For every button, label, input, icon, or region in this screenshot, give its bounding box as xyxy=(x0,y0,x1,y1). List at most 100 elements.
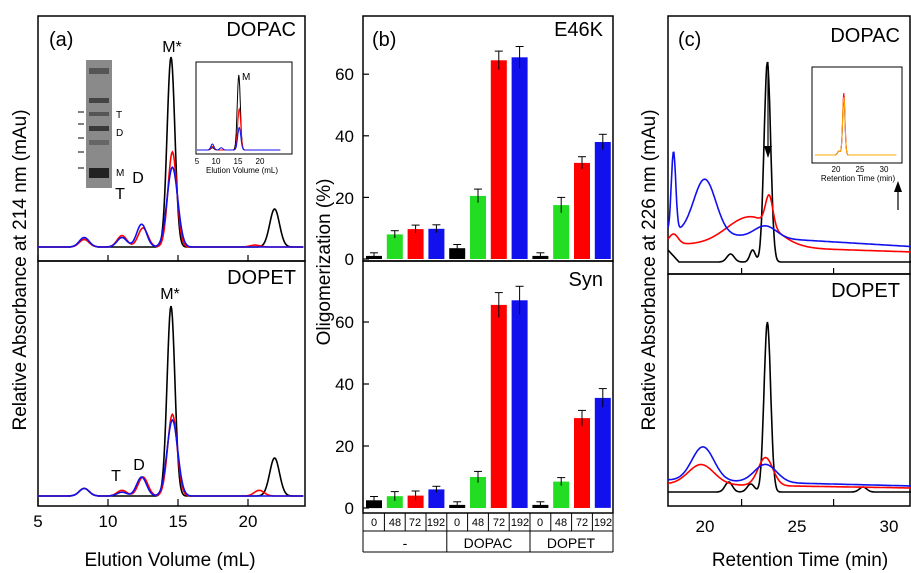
panel-a-x-ticks xyxy=(37,255,249,506)
panel-b-bottom-title: Syn xyxy=(569,269,603,291)
bar xyxy=(386,496,403,508)
inset-tick-label: 30 xyxy=(880,165,889,174)
category-label: 72 xyxy=(409,517,421,529)
category-label: 48 xyxy=(389,517,401,529)
bar xyxy=(574,418,590,508)
panel-a-x-tick-labels: 5 10 15 20 xyxy=(33,512,257,531)
panel-c: (c) DOPAC DOPET Relative Absorbance at 2… xyxy=(639,15,911,571)
trace-blue-dopac xyxy=(38,166,304,248)
panel-a-y-label: Relative Absorbance at 214 nm (mAu) xyxy=(10,109,31,430)
panel-a-tick-label: 20 xyxy=(239,512,258,531)
bar xyxy=(428,228,445,259)
trace-red-dopac xyxy=(38,150,304,248)
trace-black-dopet xyxy=(38,305,304,497)
panel-c-x-ticks xyxy=(740,268,835,506)
panel-a-bottom-frame xyxy=(37,260,306,507)
inset-x-label: Retention Time (min) xyxy=(821,174,896,183)
bar xyxy=(490,304,507,508)
panel-a-x-label: Elution Volume (mL) xyxy=(84,550,255,571)
panel-c-y-label: Relative Absorbance at 226 nm (mAu) xyxy=(639,109,660,430)
bar xyxy=(594,142,611,259)
bar xyxy=(511,300,528,508)
peak-label-d-bottom: D xyxy=(133,457,145,474)
inset-tick-label: 10 xyxy=(212,157,221,166)
category-label: 192 xyxy=(511,517,529,529)
panel-b-label: (b) xyxy=(372,29,396,51)
inset-trace xyxy=(815,96,897,156)
y-tick-label: 0 xyxy=(345,250,354,269)
inset-tick-label: 15 xyxy=(234,157,243,166)
panel-b-y-label: Oligomerization (%) xyxy=(314,179,335,346)
trace-blue-c-bot xyxy=(667,446,911,487)
panel-a: (a) DOPAC DOPET Relative Absorbance at 2… xyxy=(10,15,306,571)
category-label: 72 xyxy=(493,517,505,529)
bar xyxy=(574,162,590,259)
panel-c-bottom-frame xyxy=(667,273,911,507)
arrow-down xyxy=(764,62,772,158)
category-label: 192 xyxy=(427,517,445,529)
trace-red-c-bot xyxy=(667,456,911,489)
panel-b-top-bars xyxy=(366,46,611,259)
bar xyxy=(553,481,570,508)
panel-c-top-traces xyxy=(667,61,911,263)
y-tick-label: 60 xyxy=(335,65,354,84)
category-table xyxy=(362,513,614,553)
panel-c-label: (c) xyxy=(678,29,701,51)
category-labels: 0 48 72 192 0 48 72 192 0 48 72 192 xyxy=(371,517,612,529)
panel-b: (b) E46K Syn Oligomerization (%) 0 20 40… xyxy=(314,15,614,553)
panel-a-top-traces xyxy=(38,56,304,248)
y-tick-label: 40 xyxy=(335,375,354,394)
panel-a-tick-label: 5 xyxy=(33,512,42,531)
bar xyxy=(407,229,424,259)
category-label: 72 xyxy=(576,517,588,529)
panel-a-bottom-title: DOPET xyxy=(227,267,296,289)
peak-label-t-top: T xyxy=(115,186,125,203)
panel-b-bottom-y-ticks: 0 20 40 60 xyxy=(335,313,354,518)
trace-blue-c-top xyxy=(667,151,911,248)
peak-label-m-bottom: M* xyxy=(160,286,180,303)
bar xyxy=(386,234,403,259)
bar xyxy=(449,248,466,259)
y-tick-label: 40 xyxy=(335,127,354,146)
y-tick-label: 20 xyxy=(335,189,354,208)
panel-c-bottom-traces xyxy=(667,321,911,493)
group-label: DOPAC xyxy=(464,535,513,551)
panel-b-top-y-ticks: 0 20 40 60 xyxy=(335,65,354,269)
arrow-up xyxy=(894,181,902,210)
category-label: 0 xyxy=(371,517,377,529)
panel-b-top-title: E46K xyxy=(554,19,604,41)
bar xyxy=(407,495,424,508)
gel-label-m: M xyxy=(116,168,124,179)
panel-c-tick-label: 25 xyxy=(788,517,807,536)
panel-b-y-tick-marks xyxy=(363,73,369,509)
panel-a-tick-label: 15 xyxy=(169,512,188,531)
group-label: - xyxy=(403,535,408,551)
panel-c-x-tick-labels: 20 25 30 xyxy=(696,517,899,536)
category-label: 192 xyxy=(594,517,612,529)
gel-label-t: T xyxy=(116,110,122,121)
peak-label-d-top: D xyxy=(132,170,144,187)
group-label: DOPET xyxy=(547,535,596,551)
panel-a-inset xyxy=(195,61,293,155)
category-label: 48 xyxy=(472,517,484,529)
trace-red-c-top xyxy=(667,193,911,253)
panel-c-top-title: DOPAC xyxy=(830,25,900,47)
inset-tick-label: 20 xyxy=(832,165,841,174)
peak-label-t-bottom: T xyxy=(111,468,121,485)
inset-peak-label: M xyxy=(242,72,250,83)
panel-a-tick-label: 10 xyxy=(99,512,118,531)
inset-tick-label: 20 xyxy=(256,157,265,166)
y-tick-label: 60 xyxy=(335,313,354,332)
panel-c-bottom-title: DOPET xyxy=(831,280,900,302)
trace-black-c-bot xyxy=(668,321,911,493)
bar xyxy=(511,57,528,259)
gel-image xyxy=(78,60,112,188)
trace-black-c-top xyxy=(667,61,911,263)
category-label: 0 xyxy=(537,517,543,529)
panel-a-bottom-traces xyxy=(38,305,304,497)
category-label: 0 xyxy=(454,517,460,529)
bar xyxy=(428,489,445,508)
trace-blue-dopet xyxy=(38,418,304,497)
y-tick-label: 20 xyxy=(335,437,354,456)
panel-a-top-title: DOPAC xyxy=(226,19,296,41)
